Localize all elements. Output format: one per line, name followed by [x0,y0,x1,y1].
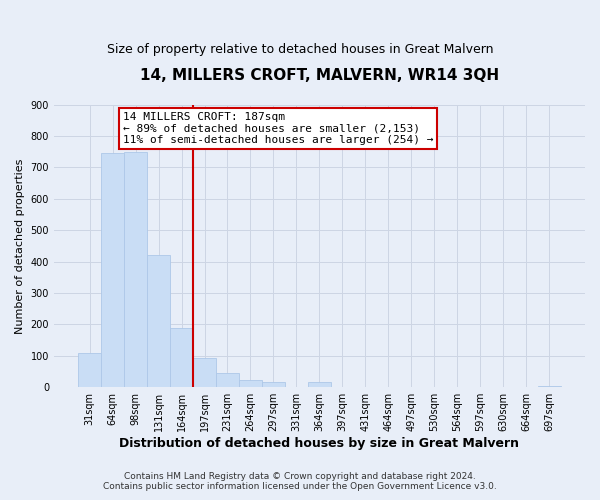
Bar [170,328,193,387]
Bar [78,352,101,387]
Bar [193,358,216,387]
Bar [147,256,170,387]
Text: Contains HM Land Registry data © Crown copyright and database right 2024.: Contains HM Land Registry data © Crown c… [124,472,476,481]
Text: Size of property relative to detached houses in Great Malvern: Size of property relative to detached ho… [107,42,493,56]
Bar [239,380,262,387]
Text: Contains public sector information licensed under the Open Government Licence v3: Contains public sector information licen… [103,482,497,491]
Y-axis label: Number of detached properties: Number of detached properties [15,158,25,334]
X-axis label: Distribution of detached houses by size in Great Malvern: Distribution of detached houses by size … [119,437,520,450]
Text: 14 MILLERS CROFT: 187sqm
← 89% of detached houses are smaller (2,153)
11% of sem: 14 MILLERS CROFT: 187sqm ← 89% of detach… [123,112,433,145]
Bar [308,382,331,387]
Title: 14, MILLERS CROFT, MALVERN, WR14 3QH: 14, MILLERS CROFT, MALVERN, WR14 3QH [140,68,499,82]
Bar [101,153,124,387]
Bar [216,373,239,387]
Bar [538,386,561,387]
Bar [262,382,285,387]
Bar [124,152,147,387]
